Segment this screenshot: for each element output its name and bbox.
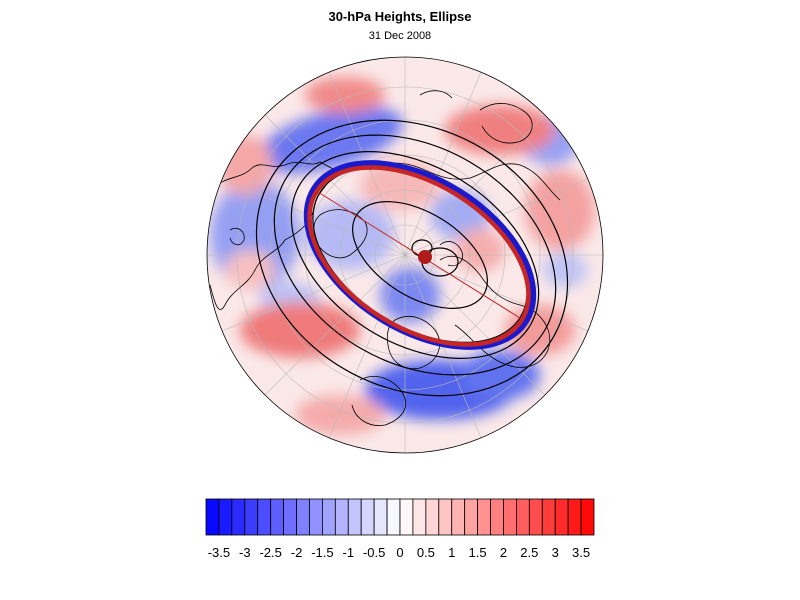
colorbar-cell — [528, 498, 543, 536]
globe-outline — [206, 56, 604, 454]
colorbar-cell — [205, 498, 220, 536]
colorbar-tick-label: 1 — [448, 545, 455, 560]
colorbar-tick-label: 2.5 — [520, 545, 538, 560]
colorbar-cell — [360, 498, 375, 536]
colorbar-tick-label: 3.5 — [572, 545, 590, 560]
colorbar-cell — [373, 498, 388, 536]
colorbar-cell — [347, 498, 362, 536]
colorbar-cell — [464, 498, 478, 536]
colorbar-cell — [451, 498, 466, 536]
colorbar-cell — [296, 498, 310, 536]
fitted-ellipse — [303, 160, 537, 350]
colorbar-tick-label: -1.5 — [311, 545, 333, 560]
colorbar-tick-label: -2.5 — [259, 545, 281, 560]
colorbar-tick-label: 2 — [500, 545, 507, 560]
colorbar-cell — [541, 498, 556, 536]
colorbar-tick-label: 1.5 — [469, 545, 487, 560]
colorbar-cell — [257, 498, 272, 536]
colorbar-tick-label: -1 — [342, 545, 354, 560]
colorbar-cell — [567, 498, 582, 536]
colorbar-cell — [554, 498, 569, 536]
colorbar-cell — [321, 498, 336, 536]
colorbar-cell — [503, 498, 517, 536]
colorbar-cell — [399, 498, 414, 536]
colorbar-tick-label: -0.5 — [363, 545, 385, 560]
colorbar-cell — [386, 498, 401, 536]
colorbar-tick-label: 0.5 — [417, 545, 435, 560]
map-title: 30-hPa Heights, Ellipse — [328, 9, 472, 24]
colorbar-cell — [334, 498, 349, 536]
colorbar-cell — [218, 498, 233, 536]
colorbar-cell — [244, 498, 259, 536]
anomaly-field — [207, 57, 603, 453]
colorbar-cell — [516, 498, 530, 536]
colorbar-cell — [477, 498, 491, 536]
colorbar-cell — [412, 498, 427, 536]
colorbar-tick-label: -3.5 — [208, 545, 230, 560]
colorbar-cell — [580, 498, 595, 536]
colorbar-cell — [283, 498, 297, 536]
colorbar-cell — [425, 498, 440, 536]
colorbar-tick-label: 0 — [396, 545, 403, 560]
colorbar-cell — [231, 498, 246, 536]
graticule — [207, 57, 603, 453]
colorbar-cell — [490, 498, 504, 536]
colorbar-cell — [309, 498, 323, 536]
colorbar-tick-label: -3 — [239, 545, 251, 560]
map-date: 31 Dec 2008 — [368, 30, 432, 42]
ellipse-center-marker — [418, 250, 432, 264]
colorbar-tick-label: -2 — [291, 545, 303, 560]
colorbar-cell — [438, 498, 453, 536]
colorbar-tick-label: 3 — [552, 545, 559, 560]
colorbar-cell — [270, 498, 284, 536]
